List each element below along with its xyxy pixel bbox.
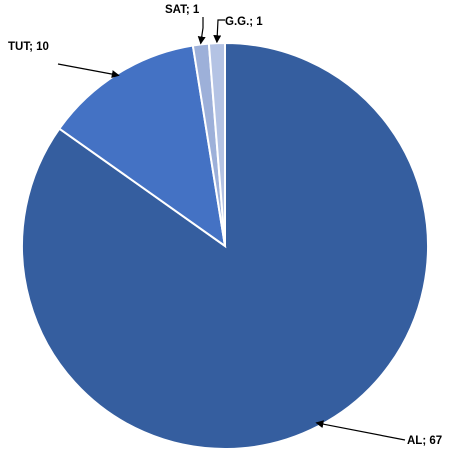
leader-line-al xyxy=(315,420,406,441)
data-label-tut: TUT; 10 xyxy=(8,41,49,53)
leader-line-tut xyxy=(57,63,120,79)
data-label-sat: SAT; 1 xyxy=(165,4,200,16)
pie-slices xyxy=(21,41,429,450)
data-label-al: AL; 67 xyxy=(407,435,442,447)
pie-labels: AL; 67 TUT; 10 SAT; 1 G.G.; 1 xyxy=(8,4,442,447)
leader-line-sat xyxy=(197,17,206,45)
leader-line-g-g xyxy=(213,19,225,44)
data-label-g-g: G.G.; 1 xyxy=(225,16,263,28)
